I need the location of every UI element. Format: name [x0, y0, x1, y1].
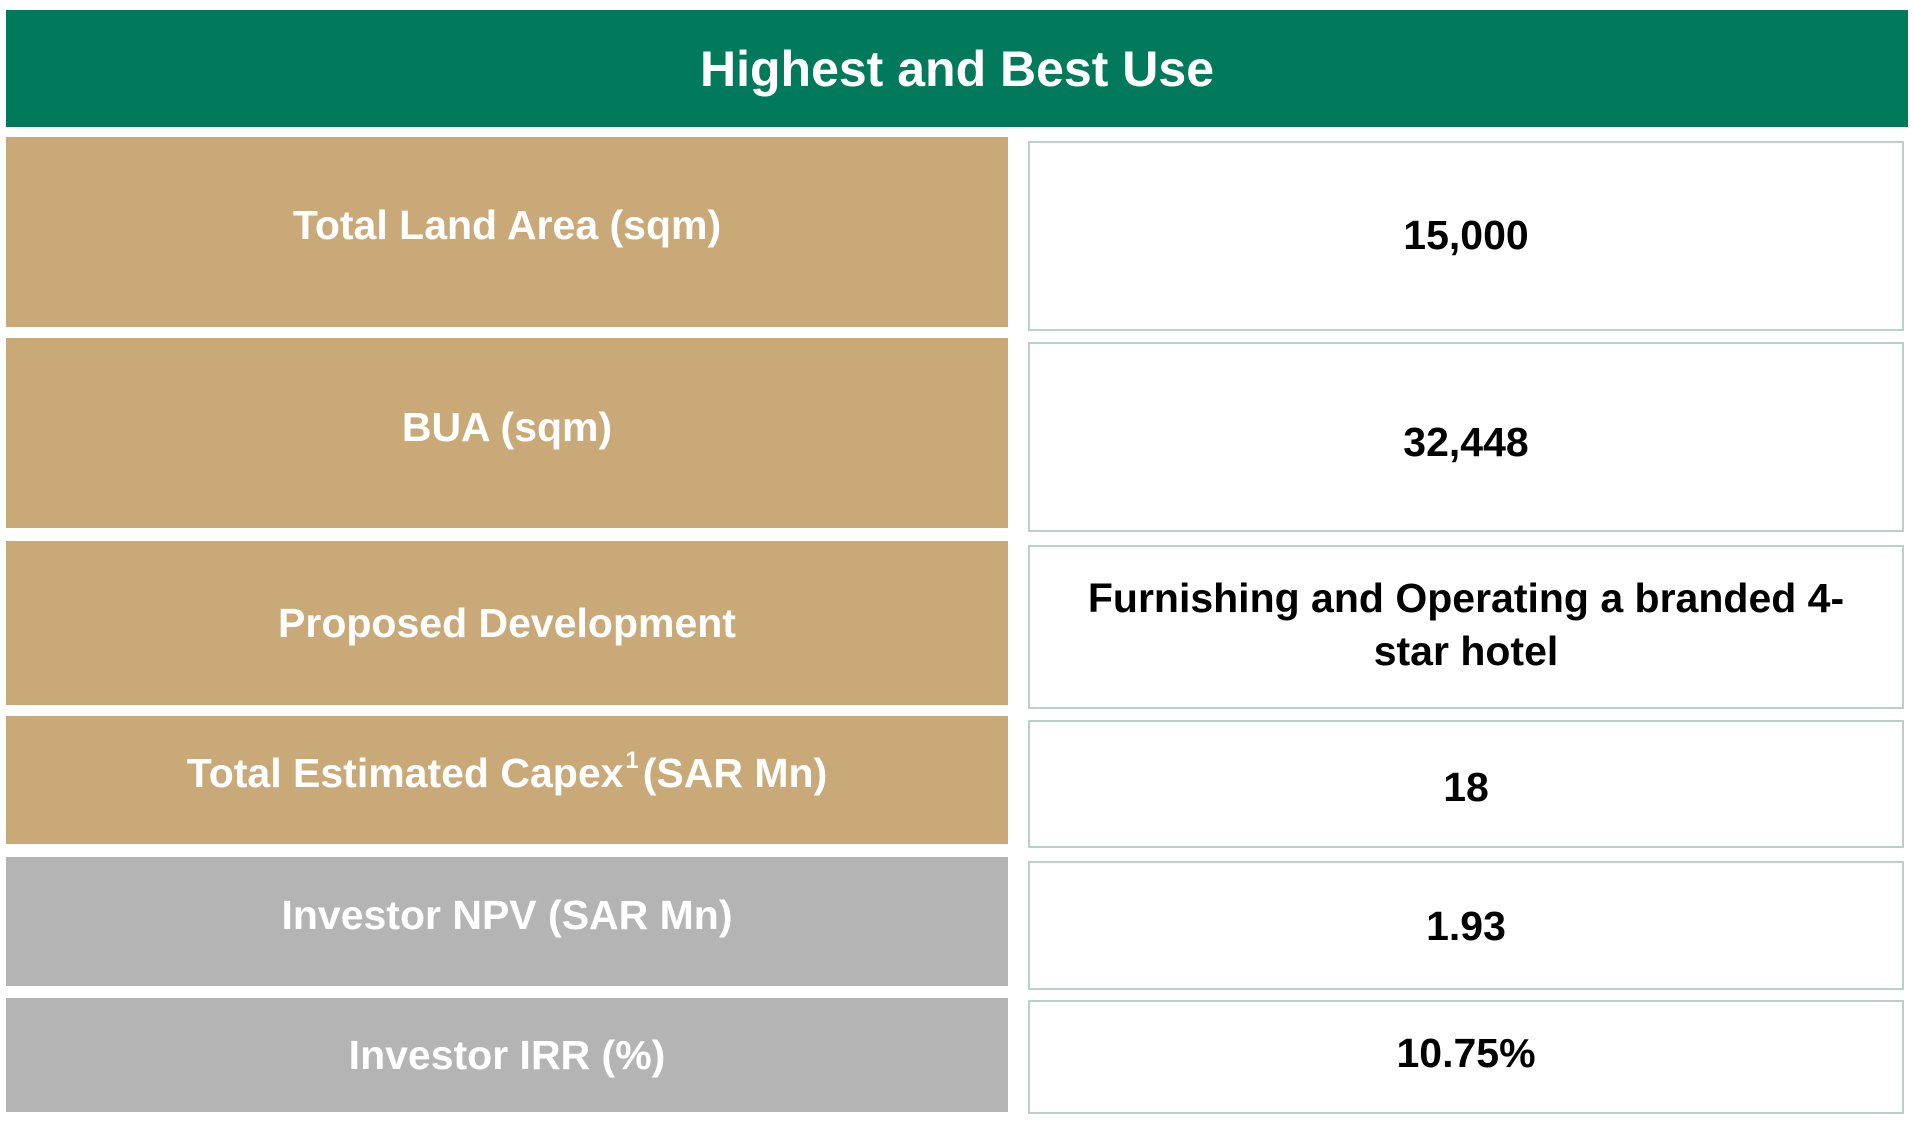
- row-label-text: Total Land Area (sqm): [292, 201, 722, 248]
- capex-label-unit: (SAR Mn): [642, 749, 828, 796]
- row-label-text: Investor NPV (SAR Mn): [281, 892, 733, 938]
- row-label-investor-irr: Investor IRR (%): [6, 998, 1008, 1112]
- table-title-text: Highest and Best Use: [699, 40, 1214, 97]
- row-label-total-land-area: Total Land Area (sqm): [6, 137, 1008, 327]
- row-value-text: 1.93: [1426, 902, 1506, 949]
- row-value-total-land-area: 15,000: [1028, 141, 1904, 331]
- row-label-text: Total Estimated Capex1(SAR Mn): [186, 746, 828, 797]
- row-label-investor-npv: Investor NPV (SAR Mn): [6, 857, 1008, 986]
- row-value-text: 32,448: [1403, 419, 1529, 466]
- row-label-bua: BUA (sqm): [6, 338, 1008, 528]
- row-label-proposed-development: Proposed Development: [6, 541, 1008, 705]
- row-value-investor-npv: 1.93: [1028, 861, 1904, 990]
- row-value-investor-irr: 10.75%: [1028, 1000, 1904, 1114]
- row-value-text: 15,000: [1403, 212, 1529, 259]
- row-value-text: 18: [1443, 764, 1489, 811]
- row-value-text: Furnishing and Operating a branded 4-sta…: [1087, 574, 1845, 674]
- row-value-total-estimated-capex: 18: [1028, 720, 1904, 848]
- row-value-bua: 32,448: [1028, 342, 1904, 532]
- row-label-text: BUA (sqm): [401, 403, 613, 450]
- capex-label-main: Total Estimated Capex: [186, 749, 624, 796]
- row-value-proposed-development: Furnishing and Operating a branded 4-sta…: [1028, 545, 1904, 709]
- row-label-total-estimated-capex: Total Estimated Capex1(SAR Mn): [6, 716, 1008, 844]
- row-label-text: Proposed Development: [278, 599, 736, 646]
- footnote-marker: 1: [625, 746, 639, 774]
- row-label-text: Investor IRR (%): [348, 1031, 666, 1078]
- table-title: Highest and Best Use: [6, 10, 1908, 127]
- row-value-text: 10.75%: [1396, 1030, 1536, 1077]
